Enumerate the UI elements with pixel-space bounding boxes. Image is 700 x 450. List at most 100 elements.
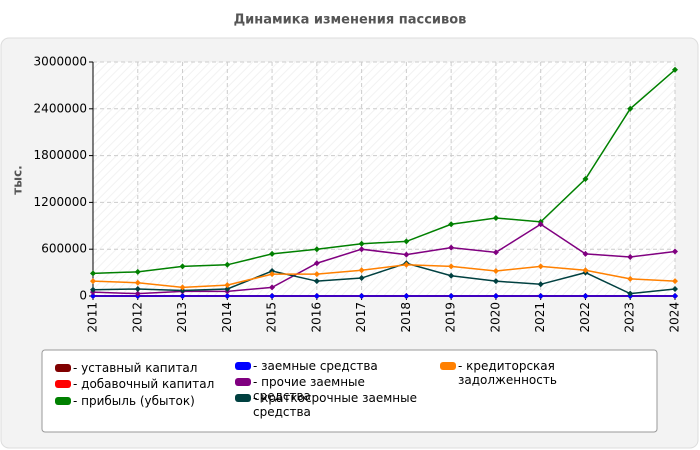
legend-label: - прибыль (убыток) (73, 394, 195, 408)
point (358, 293, 365, 299)
point (537, 263, 544, 270)
point (358, 267, 365, 274)
y-tick-label: 0 (79, 289, 87, 303)
point (403, 293, 410, 299)
point (448, 272, 455, 279)
legend-entry: - кредиторская задолженность (440, 359, 625, 387)
point (313, 271, 320, 278)
point (672, 248, 678, 255)
x-tick-label: 2011 (86, 302, 100, 333)
point (269, 268, 276, 275)
point (90, 293, 96, 299)
point (403, 251, 410, 258)
point (313, 260, 320, 267)
point (358, 246, 365, 253)
legend-entry: - краткосрочные заемные средства (235, 391, 420, 419)
point (492, 268, 499, 275)
point (90, 278, 96, 285)
legend-entry: - уставный капитал (55, 361, 240, 375)
series-line (92, 262, 676, 295)
x-tick-label: 2022 (578, 302, 592, 333)
point (358, 275, 365, 282)
y-tick-label: 1200000 (34, 195, 87, 209)
legend-swatch (55, 364, 71, 372)
point (627, 275, 634, 282)
point (269, 284, 276, 291)
point (492, 215, 499, 221)
y-tick-label: 2400000 (34, 101, 87, 115)
legend-swatch (55, 380, 71, 388)
point (582, 176, 589, 182)
legend-entry: - прибыль (убыток) (55, 394, 240, 408)
legend-entry: - заемные средства (235, 359, 420, 373)
point (90, 286, 96, 293)
y-tick-label: 3000000 (34, 55, 87, 69)
point (537, 281, 544, 288)
point (134, 268, 141, 275)
point (448, 263, 455, 270)
series-line (92, 69, 676, 275)
point (672, 278, 678, 285)
legend-label: - краткосрочные заемные средства (253, 391, 417, 419)
point (627, 105, 634, 112)
point (448, 221, 455, 228)
legend-label: - уставный капитал (73, 361, 198, 375)
legend-swatch (235, 394, 251, 402)
point (313, 293, 320, 299)
point (179, 293, 186, 299)
point (358, 240, 365, 247)
legend-label: - прочие заемные средства (253, 375, 365, 403)
x-tick-label: 2015 (265, 302, 279, 333)
x-tick-label: 2016 (309, 302, 323, 333)
x-tick-label: 2020 (488, 302, 502, 333)
x-tick-label: 2018 (399, 302, 413, 333)
legend-swatch (440, 362, 456, 370)
legend-swatch (55, 397, 71, 405)
point (537, 293, 544, 299)
x-tick-label: 2017 (354, 302, 368, 333)
y-tick-label: 1800000 (34, 148, 87, 162)
point (403, 261, 410, 268)
legend-entry: - добавочный капитал (55, 377, 240, 391)
legend-entry: - прочие заемные средства (235, 375, 420, 403)
point (537, 221, 544, 228)
x-tick-label: 2013 (175, 302, 189, 333)
point (403, 238, 410, 245)
x-tick-label: 2019 (444, 302, 458, 333)
x-tick-label: 2023 (623, 302, 637, 333)
point (224, 293, 231, 299)
point (448, 293, 455, 299)
x-tick-label: 2014 (220, 302, 234, 333)
point (134, 290, 141, 297)
y-axis-label: тыс. (11, 165, 25, 194)
point (224, 282, 231, 289)
point (492, 293, 499, 299)
legend-swatch (235, 378, 251, 386)
point (448, 244, 455, 251)
point (179, 263, 186, 270)
point (269, 271, 276, 278)
x-tick-label: 2021 (533, 302, 547, 333)
point (672, 285, 678, 292)
point (627, 254, 634, 260)
point (90, 270, 96, 277)
point (179, 284, 186, 291)
point (134, 279, 141, 286)
series-line (92, 223, 676, 295)
x-tick-label: 2012 (130, 302, 144, 333)
legend-label: - добавочный капитал (73, 377, 215, 391)
point (269, 293, 276, 299)
point (269, 250, 276, 257)
legend-swatch (235, 362, 251, 370)
legend-box (41, 349, 658, 433)
point (224, 261, 231, 268)
point (672, 66, 678, 73)
series-line (92, 264, 676, 289)
point (224, 285, 231, 292)
point (313, 278, 320, 285)
point (627, 290, 634, 297)
legend-label: - кредиторская задолженность (458, 359, 557, 387)
point (179, 287, 186, 294)
